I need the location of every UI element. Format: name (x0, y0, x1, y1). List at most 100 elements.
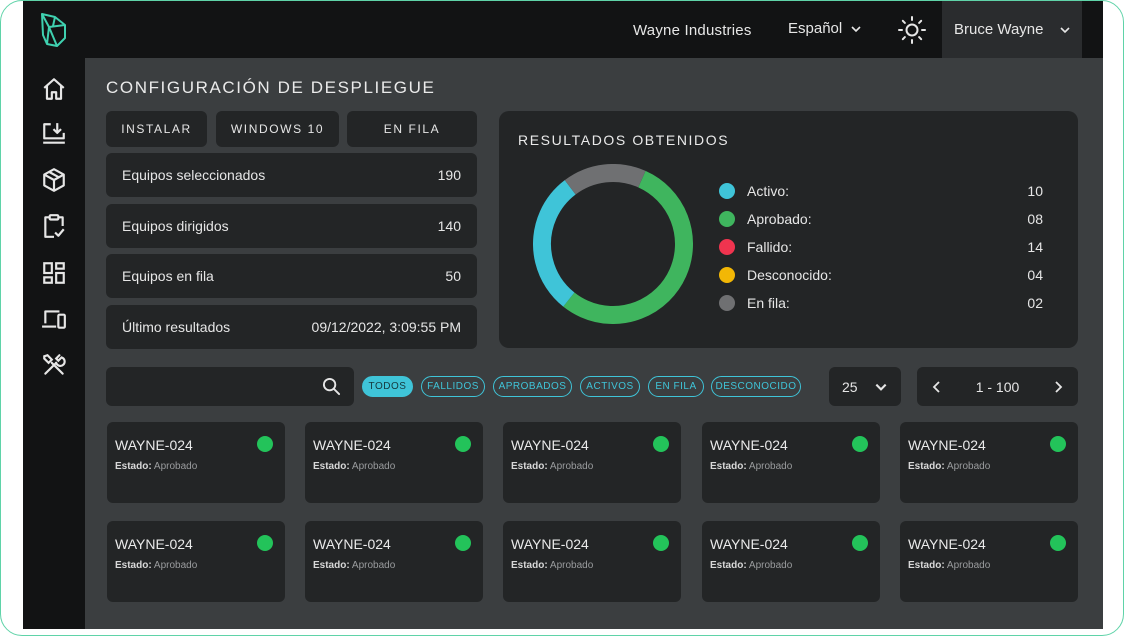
device-name: WAYNE-024 (115, 536, 193, 552)
status-dot-icon (257, 436, 273, 452)
status-dot-icon (1050, 436, 1066, 452)
sidebar (23, 1, 85, 629)
legend-label: Desconocido: (747, 267, 832, 283)
status-label: Estado: (511, 461, 548, 472)
clipboard-check-icon[interactable] (40, 212, 68, 240)
legend-item-queued: En fila: 02 (719, 289, 1043, 317)
status-dot-icon (719, 211, 735, 227)
device-card[interactable]: WAYNE-024 Estado: Aprobado (503, 521, 681, 602)
status-label: Estado: (511, 560, 548, 571)
legend-item-active: Activo: 10 (719, 177, 1043, 205)
chevron-right-icon[interactable] (1051, 380, 1065, 394)
results-legend: Activo: 10 Aprobado: 08 Fallido: 14 Desc… (719, 177, 1043, 317)
status-value: Aprobado (153, 461, 198, 472)
device-card[interactable]: WAYNE-024 Estado: Aprobado (107, 521, 285, 602)
device-card[interactable]: WAYNE-024 Estado: Aprobado (900, 521, 1078, 602)
status-label: Estado: (710, 461, 747, 472)
user-name: Bruce Wayne (954, 21, 1044, 38)
company-name: Wayne Industries (633, 22, 752, 39)
status-label: Estado: (710, 560, 747, 571)
donut-segment-en-fila (533, 164, 693, 324)
status-value: Aprobado (549, 560, 594, 571)
device-status: Estado: Aprobado (908, 461, 990, 472)
status-dot-icon (455, 436, 471, 452)
filter-chip-queued[interactable]: EN FILA (648, 376, 704, 397)
status-dot-icon (852, 535, 868, 551)
package-cube-icon[interactable] (40, 166, 68, 194)
device-status: Estado: Aprobado (908, 560, 990, 571)
device-name: WAYNE-024 (313, 536, 391, 552)
stat-value: 190 (437, 167, 461, 183)
sun-theme-toggle-icon[interactable] (897, 15, 927, 45)
device-status: Estado: Aprobado (710, 560, 792, 571)
status-value: Aprobado (946, 560, 991, 571)
user-menu[interactable]: Bruce Wayne (942, 1, 1082, 58)
device-name: WAYNE-024 (710, 536, 788, 552)
status-label: Estado: (313, 461, 350, 472)
page-range: 1 - 100 (975, 379, 1020, 395)
filter-chip-failed[interactable]: FALLIDOS (421, 376, 485, 397)
status-value: Aprobado (351, 461, 396, 472)
devices-icon[interactable] (40, 305, 68, 333)
language-selector[interactable]: Español (788, 20, 862, 37)
device-name: WAYNE-024 (511, 536, 589, 552)
stat-value: 09/12/2022, 3:09:55 PM (311, 319, 461, 335)
device-name: WAYNE-024 (115, 437, 193, 453)
install-button[interactable]: INSTALAR (106, 111, 207, 147)
legend-item-unknown: Desconocido: 04 (719, 261, 1043, 289)
search-input[interactable] (116, 376, 311, 398)
status-label: Estado: (115, 461, 152, 472)
status-value: Aprobado (748, 461, 793, 472)
status-dot-icon (719, 267, 735, 283)
status-value: Aprobado (549, 461, 594, 472)
device-status: Estado: Aprobado (313, 560, 395, 571)
device-card[interactable]: WAYNE-024 Estado: Aprobado (702, 521, 880, 602)
device-status: Estado: Aprobado (710, 461, 792, 472)
stat-targeted: Equipos dirigidos 140 (106, 204, 477, 248)
results-title: RESULTADOS OBTENIDOS (518, 132, 730, 148)
filter-chip-approved[interactable]: APROBADOS (493, 376, 572, 397)
search-icon[interactable] (322, 377, 341, 396)
chevron-left-icon[interactable] (930, 380, 944, 394)
deploy-download-icon[interactable] (40, 120, 68, 148)
wayne-logo-icon[interactable] (37, 11, 71, 49)
device-card[interactable]: WAYNE-024 Estado: Aprobado (107, 422, 285, 503)
filter-chip-active[interactable]: ACTIVOS (580, 376, 640, 397)
stat-label: Equipos en fila (122, 268, 214, 284)
device-status: Estado: Aprobado (115, 461, 197, 472)
status-dot-icon (852, 436, 868, 452)
status-label: Estado: (908, 560, 945, 571)
device-card[interactable]: WAYNE-024 Estado: Aprobado (305, 521, 483, 602)
device-card[interactable]: WAYNE-024 Estado: Aprobado (503, 422, 681, 503)
device-card[interactable]: WAYNE-024 Estado: Aprobado (900, 422, 1078, 503)
language-label: Español (788, 20, 843, 37)
device-status: Estado: Aprobado (511, 461, 593, 472)
stat-selected: Equipos seleccionados 190 (106, 153, 477, 197)
filter-chip-all[interactable]: TODOS (362, 376, 413, 397)
device-status: Estado: Aprobado (115, 560, 197, 571)
status-dot-icon (257, 535, 273, 551)
donut-segment-activo (533, 164, 693, 324)
status-value: Aprobado (946, 461, 991, 472)
per-page-select[interactable]: 25 (829, 367, 901, 406)
device-status: Estado: Aprobado (511, 560, 593, 571)
legend-label: Aprobado: (747, 211, 812, 227)
filter-chip-unknown[interactable]: DESCONOCIDO (711, 376, 801, 397)
search-box (106, 367, 354, 406)
legend-item-failed: Fallido: 14 (719, 233, 1043, 261)
status-value: Aprobado (351, 560, 396, 571)
device-card[interactable]: WAYNE-024 Estado: Aprobado (702, 422, 880, 503)
os-windows-button[interactable]: WINDOWS 10 (216, 111, 339, 147)
stat-label: Equipos seleccionados (122, 167, 266, 183)
device-card[interactable]: WAYNE-024 Estado: Aprobado (305, 422, 483, 503)
home-icon[interactable] (40, 75, 68, 103)
status-dot-icon (719, 295, 735, 311)
queued-button[interactable]: EN FILA (347, 111, 477, 147)
chevron-down-icon (1060, 26, 1071, 33)
stat-queued: Equipos en fila 50 (106, 254, 477, 298)
legend-label: Fallido: (747, 239, 793, 255)
dashboard-grid-icon[interactable] (40, 259, 68, 287)
tools-icon[interactable] (40, 351, 68, 379)
legend-value: 10 (1027, 183, 1043, 199)
